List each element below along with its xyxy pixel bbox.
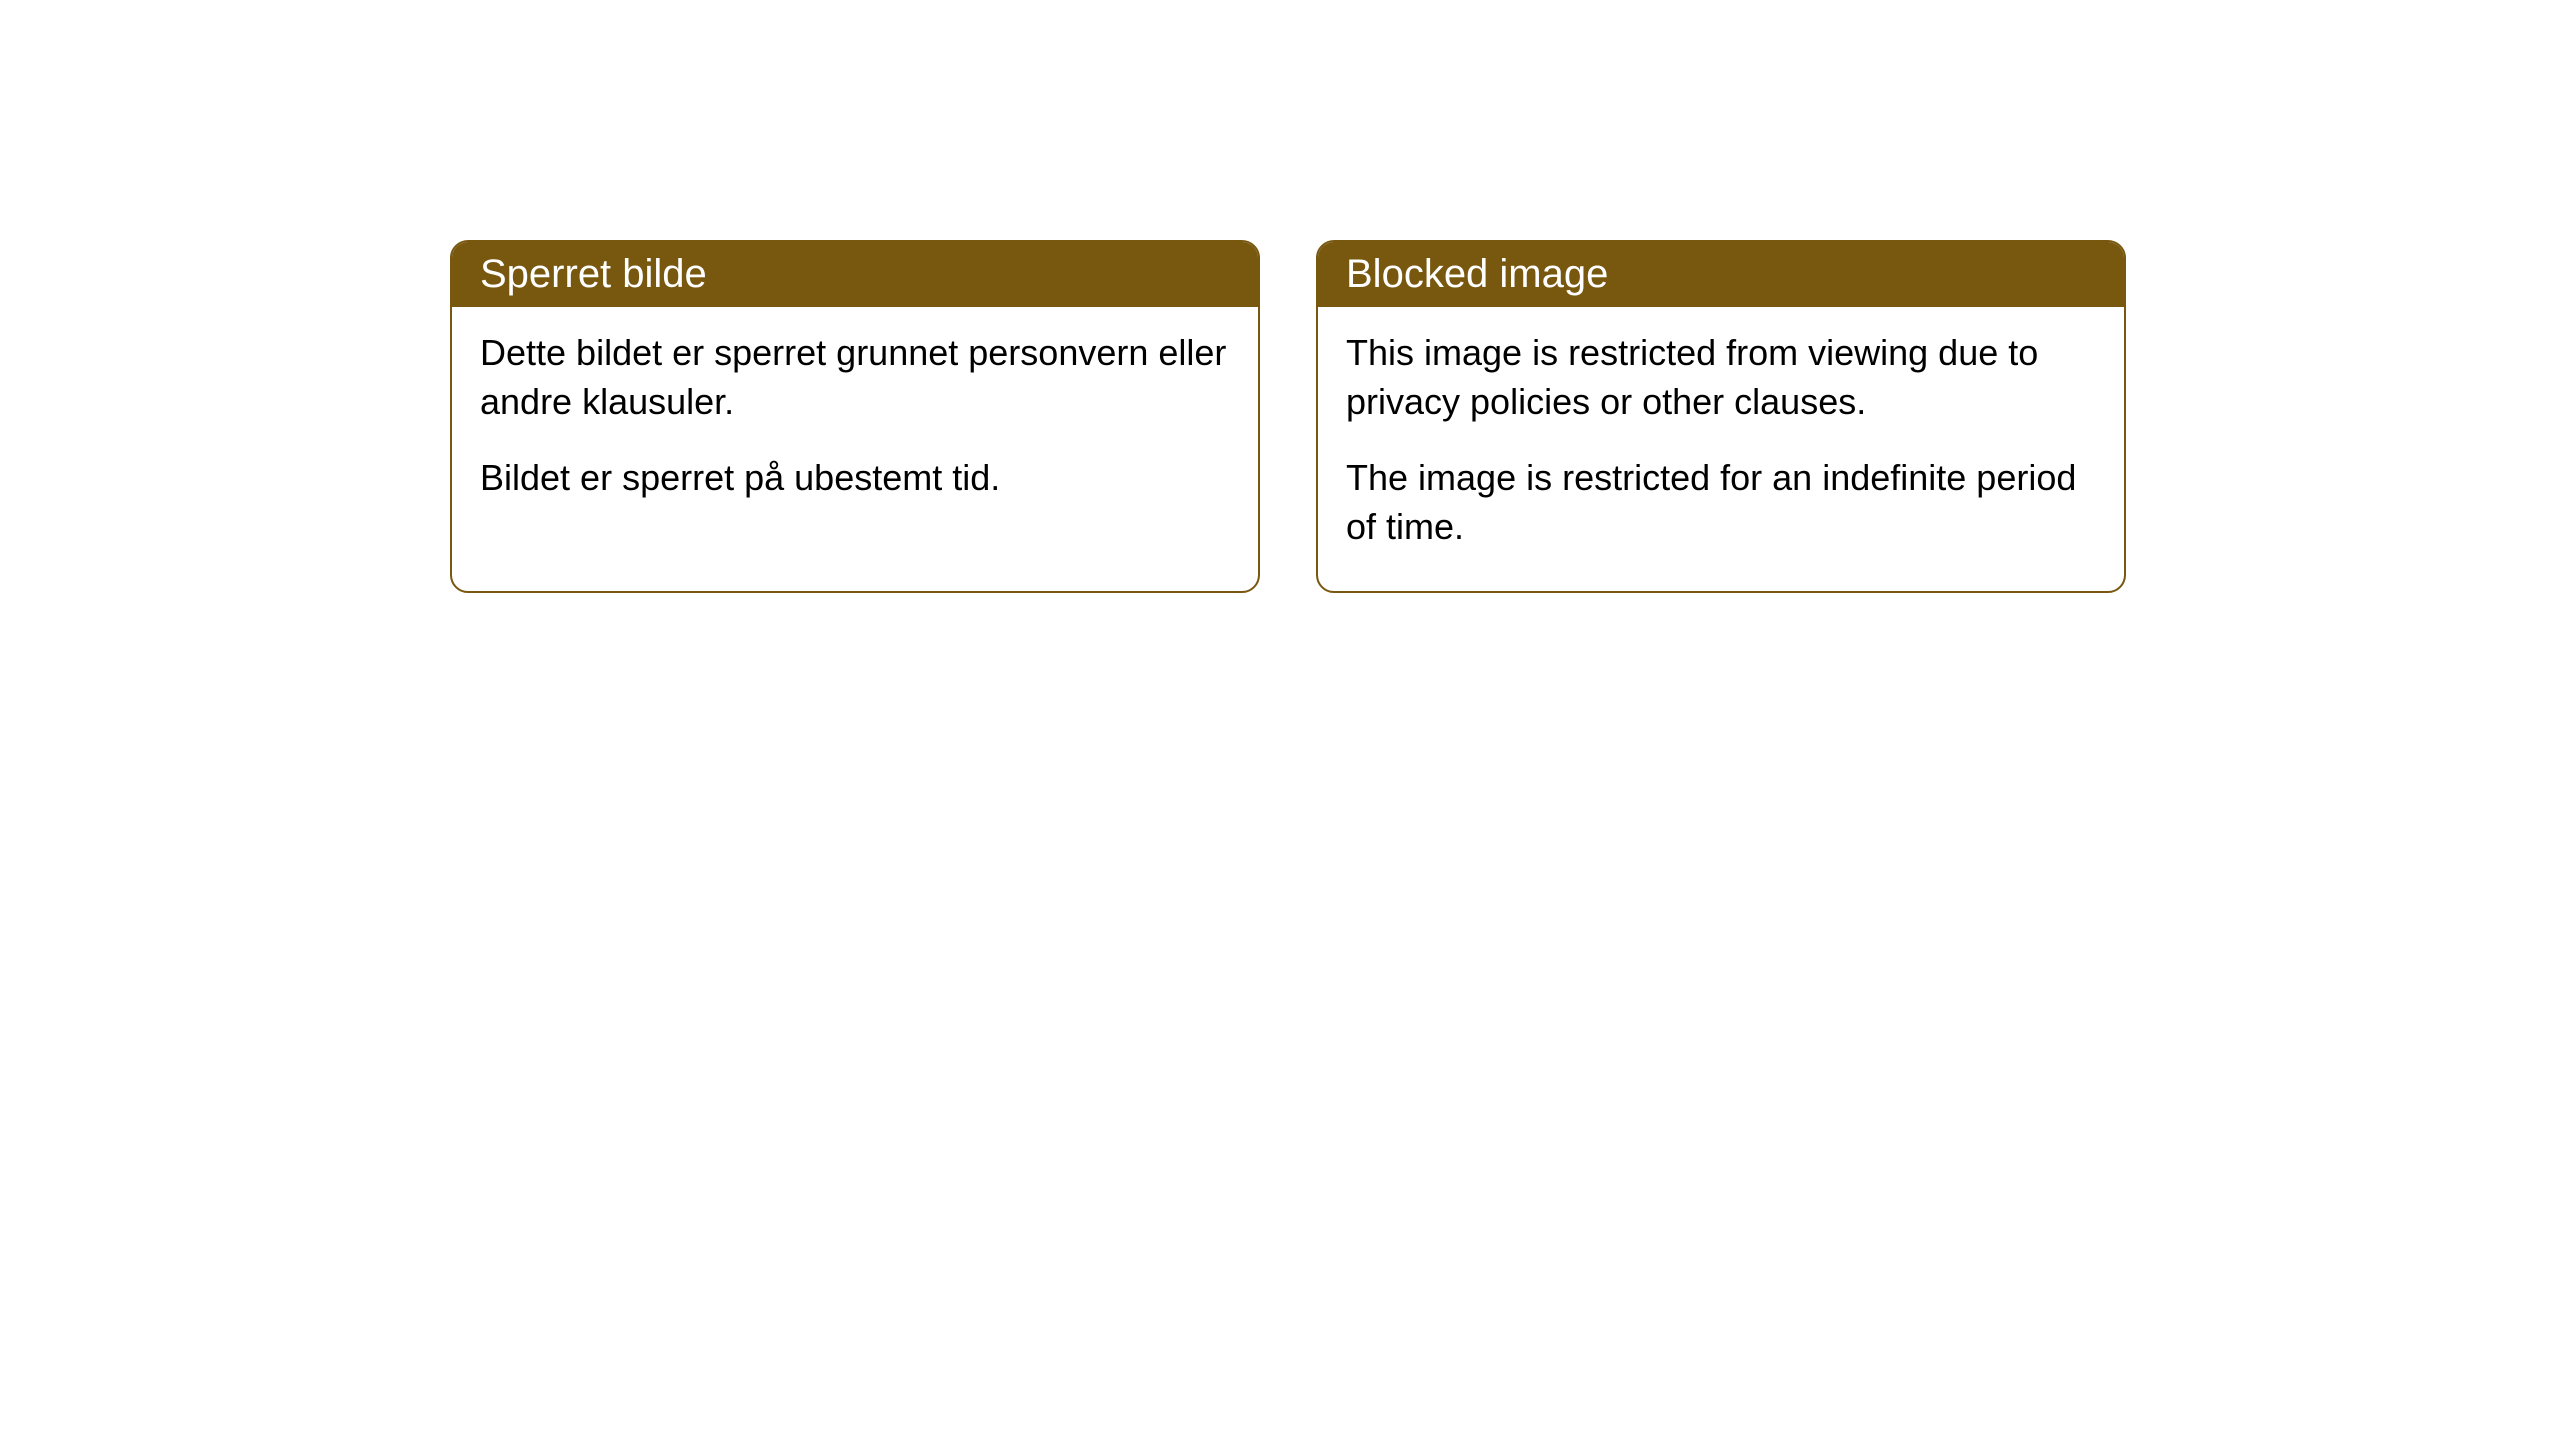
card-paragraph: The image is restricted for an indefinit… [1346,454,2096,551]
card-paragraph: Dette bildet er sperret grunnet personve… [480,329,1230,426]
card-body: This image is restricted from viewing du… [1318,307,2124,591]
notice-cards-container: Sperret bilde Dette bildet er sperret gr… [0,0,2560,593]
blocked-image-card-english: Blocked image This image is restricted f… [1316,240,2126,593]
card-paragraph: Bildet er sperret på ubestemt tid. [480,454,1230,503]
card-header: Sperret bilde [452,242,1258,307]
card-header: Blocked image [1318,242,2124,307]
blocked-image-card-norwegian: Sperret bilde Dette bildet er sperret gr… [450,240,1260,593]
card-paragraph: This image is restricted from viewing du… [1346,329,2096,426]
card-body: Dette bildet er sperret grunnet personve… [452,307,1258,543]
